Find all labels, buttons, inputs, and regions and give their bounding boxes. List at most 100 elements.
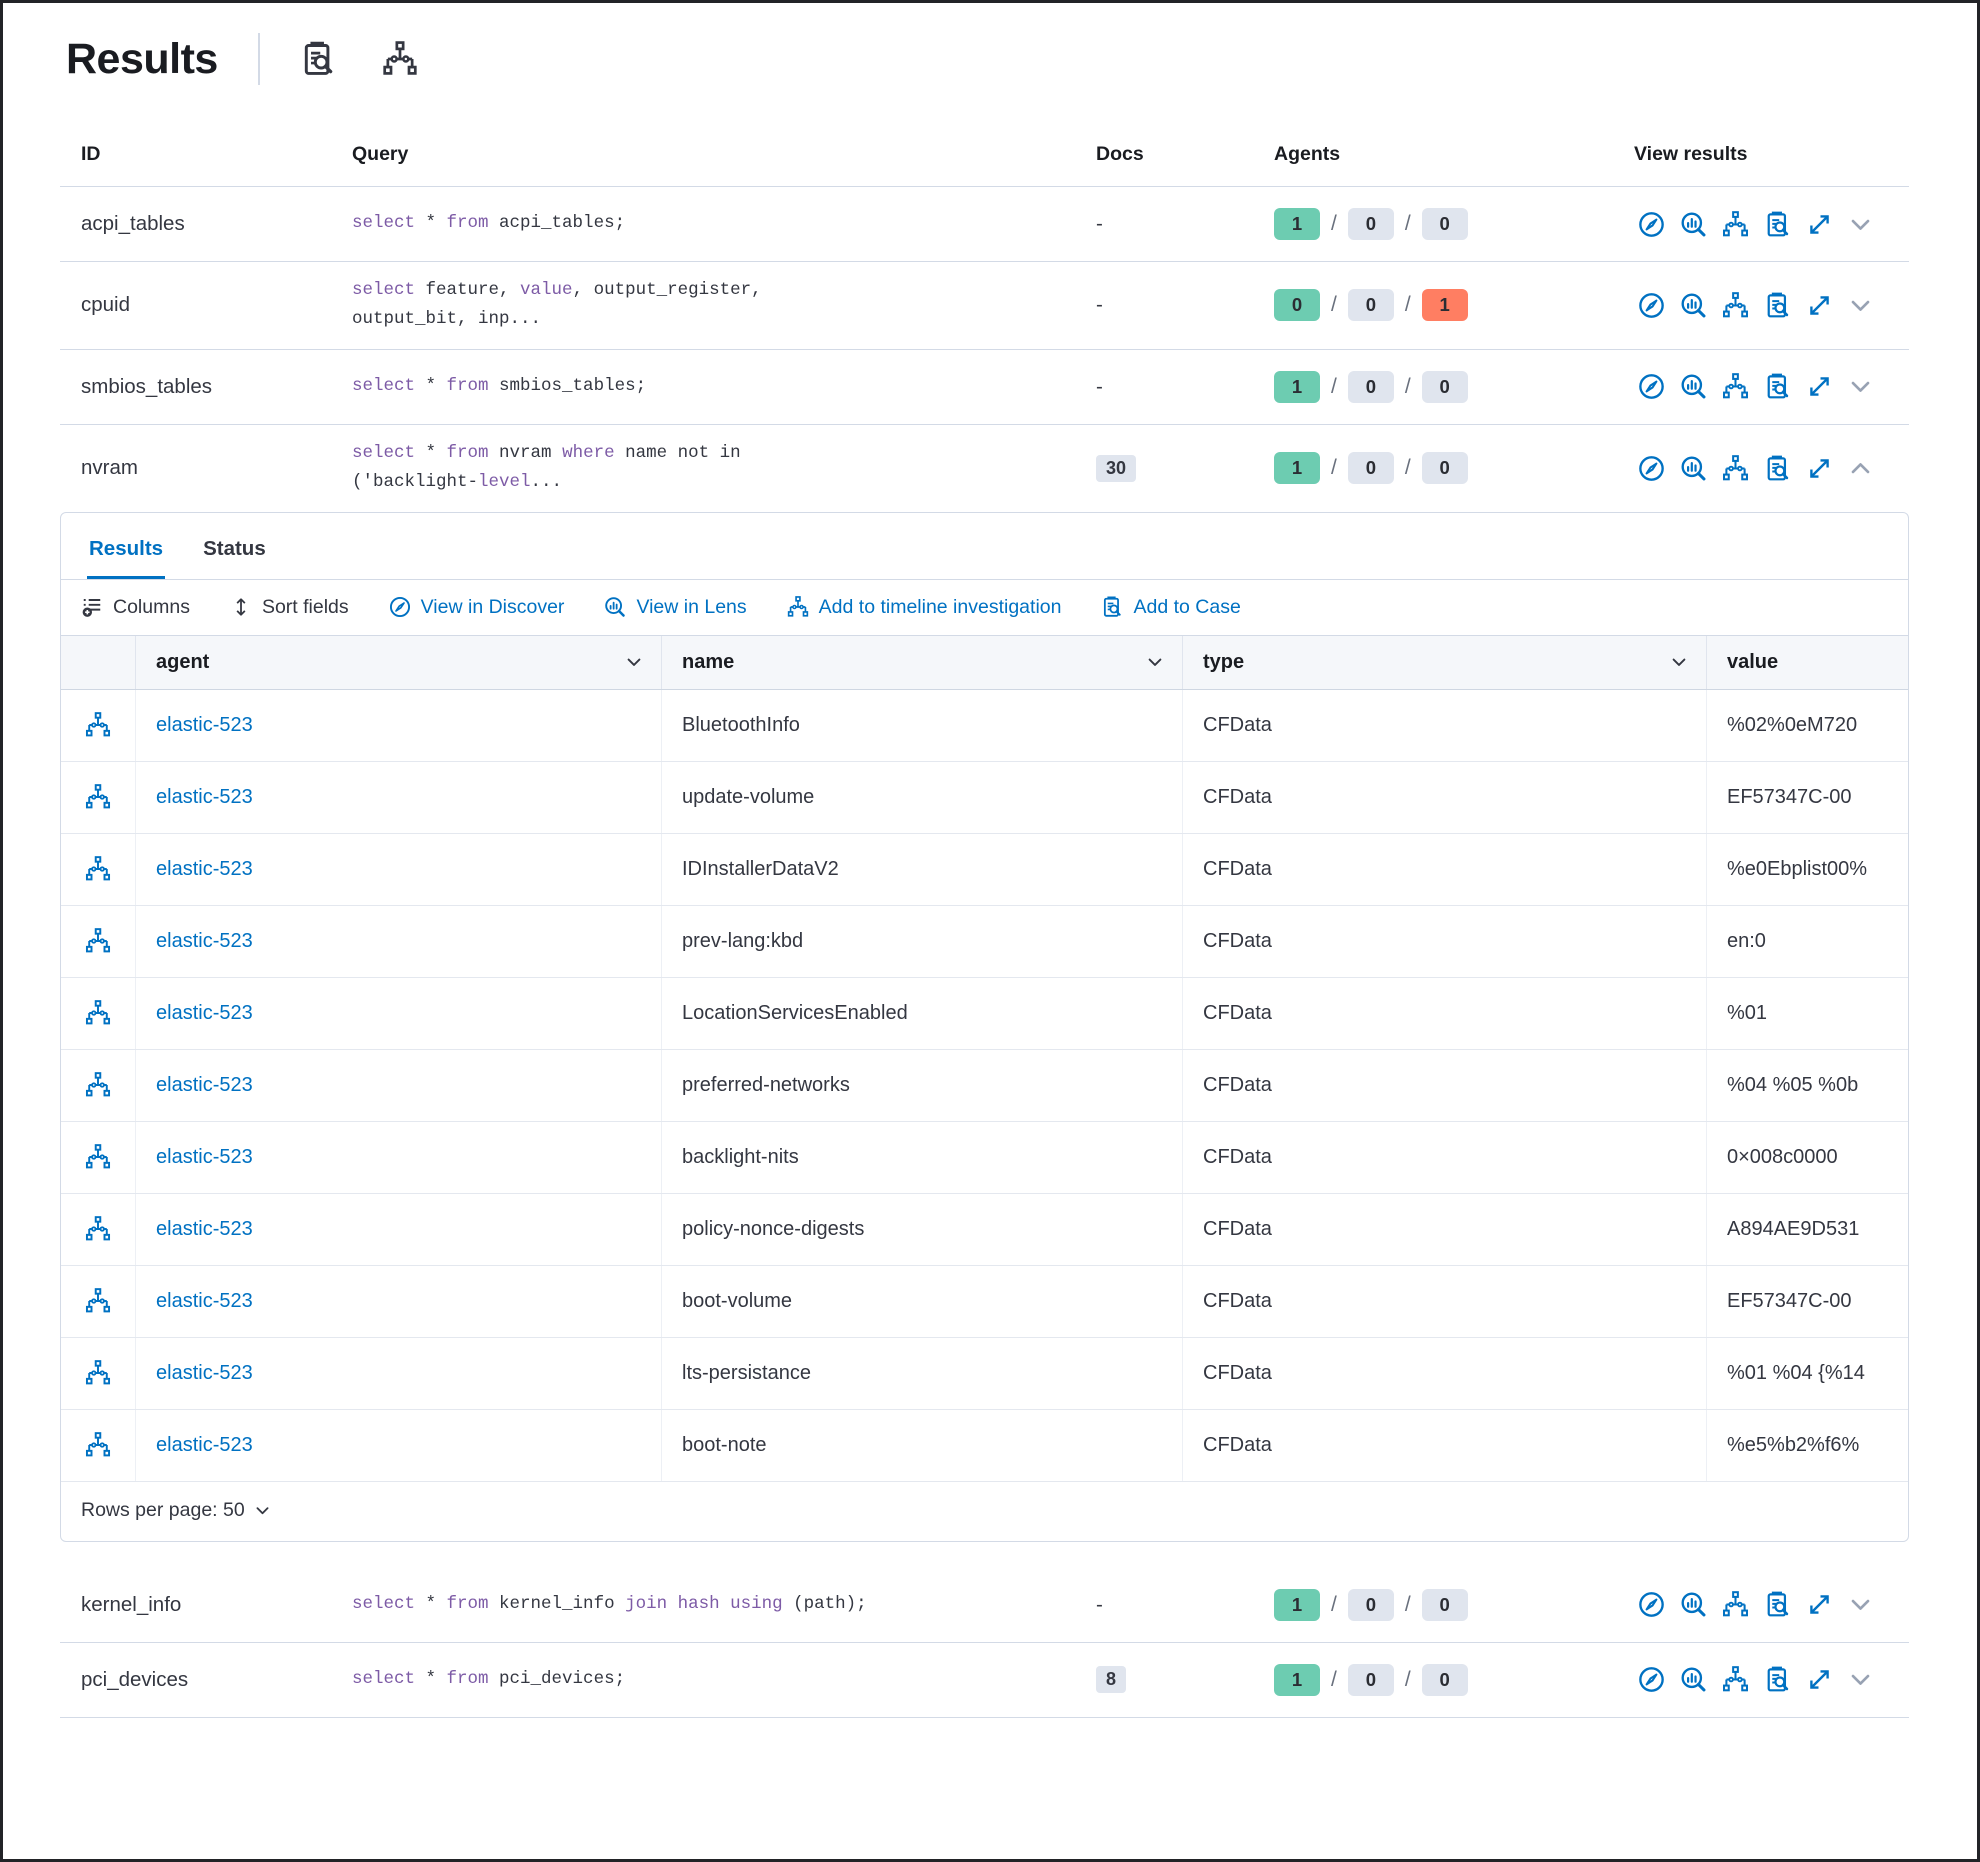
agent-link[interactable]: elastic-523 — [156, 857, 253, 880]
view-in-lens-icon[interactable] — [1680, 1591, 1707, 1618]
add-to-timeline-icon[interactable] — [1722, 455, 1749, 482]
view-in-discover-icon[interactable] — [1638, 373, 1665, 400]
add-to-timeline-icon[interactable] — [1722, 373, 1749, 400]
agent-link[interactable]: elastic-523 — [156, 1289, 253, 1312]
timeline-row-icon[interactable] — [85, 1144, 111, 1170]
expand-results-icon[interactable] — [1806, 292, 1833, 319]
type-cell: CFData — [1182, 1049, 1706, 1121]
column-sort-chevron-icon[interactable] — [1670, 653, 1688, 671]
grid-column-header-type[interactable]: type — [1182, 635, 1706, 689]
add-to-case-icon[interactable] — [1764, 1666, 1791, 1693]
view-in-lens-icon[interactable] — [1680, 1666, 1707, 1693]
add-to-timeline-icon[interactable] — [1722, 211, 1749, 238]
grid-column-label: name — [682, 650, 735, 673]
timeline-row-icon[interactable] — [85, 856, 111, 882]
value-cell: 0×008c0000 — [1706, 1121, 1908, 1193]
add-to-timeline-icon[interactable] — [1722, 1666, 1749, 1693]
toolbar-label: Sort fields — [261, 595, 349, 618]
view-in-discover-icon[interactable] — [1638, 1591, 1665, 1618]
sort-fields-button[interactable]: Sort fields — [230, 596, 349, 619]
agent-count-badge-success: 1 — [1274, 1588, 1320, 1621]
add-to-case-icon[interactable] — [1764, 292, 1791, 319]
column-sort-chevron-icon[interactable] — [1146, 653, 1164, 671]
name-cell: policy-nonce-digests — [661, 1193, 1182, 1265]
name-cell: prev-lang:kbd — [661, 905, 1182, 977]
toggle-details-chevron[interactable] — [1848, 1667, 1873, 1692]
add-to-timeline-button[interactable]: Add to timeline investigation — [787, 596, 1061, 619]
inspect-clipboard-icon[interactable] — [300, 41, 336, 77]
agent-link[interactable]: elastic-523 — [156, 1433, 253, 1456]
query-id: acpi_tables — [81, 212, 185, 235]
agent-link[interactable]: elastic-523 — [156, 1361, 253, 1384]
agent-cell: elastic-523 — [135, 905, 661, 977]
view-in-discover-icon[interactable] — [1638, 455, 1665, 482]
view-in-lens-icon[interactable] — [1680, 292, 1707, 319]
rows-per-page-chevron-icon[interactable] — [254, 1502, 271, 1519]
view-in-lens-icon[interactable] — [1680, 373, 1707, 400]
grid-column-header-agent[interactable]: agent — [135, 635, 661, 689]
query-sql: select * from acpi_tables; — [352, 195, 1076, 252]
view-in-discover-button[interactable]: View in Discover — [389, 596, 564, 619]
tab-status[interactable]: Status — [203, 536, 266, 560]
sql-text: * — [415, 213, 447, 234]
agent-count-badge-neutral: 0 — [1421, 370, 1468, 403]
docs-cell: - — [1096, 293, 1103, 317]
expand-results-icon[interactable] — [1806, 1666, 1833, 1693]
add-to-case-icon[interactable] — [1764, 455, 1791, 482]
sql-keyword: select — [352, 442, 416, 463]
agent-link[interactable]: elastic-523 — [156, 1145, 253, 1168]
agent-link[interactable]: elastic-523 — [156, 1073, 253, 1096]
timeline-row-icon[interactable] — [85, 784, 111, 810]
column-sort-chevron-icon[interactable] — [625, 653, 643, 671]
sort-icon — [230, 596, 252, 618]
agent-link[interactable]: elastic-523 — [156, 929, 253, 952]
expand-results-icon[interactable] — [1806, 211, 1833, 238]
row-actions-cell — [61, 1050, 135, 1121]
expand-results-icon[interactable] — [1806, 373, 1833, 400]
view-in-lens-icon[interactable] — [1680, 211, 1707, 238]
view-results-cell — [1614, 1666, 1909, 1693]
add-to-case-button[interactable]: Add to Case — [1101, 596, 1241, 619]
grid-column-header-value[interactable]: value — [1706, 635, 1908, 689]
add-to-case-icon[interactable] — [1764, 373, 1791, 400]
agent-link[interactable]: elastic-523 — [156, 1001, 253, 1024]
view-in-lens-button[interactable]: View in Lens — [604, 596, 747, 619]
expand-results-icon[interactable] — [1806, 1591, 1833, 1618]
view-in-lens-icon[interactable] — [1680, 455, 1707, 482]
columns-button[interactable]: Columns — [81, 596, 190, 619]
add-to-timeline-icon[interactable] — [1722, 1591, 1749, 1618]
timeline-row-icon[interactable] — [85, 928, 111, 954]
page-header: Results — [66, 33, 1909, 85]
toggle-details-chevron[interactable] — [1848, 456, 1873, 481]
agent-link[interactable]: elastic-523 — [156, 785, 253, 808]
agent-link[interactable]: elastic-523 — [156, 713, 253, 736]
add-to-case-icon[interactable] — [1764, 1591, 1791, 1618]
toggle-details-chevron[interactable] — [1848, 212, 1873, 237]
timeline-row-icon[interactable] — [85, 1288, 111, 1314]
timeline-row-icon[interactable] — [85, 1072, 111, 1098]
toggle-details-chevron[interactable] — [1848, 1592, 1873, 1617]
timeline-row-icon[interactable] — [85, 712, 111, 738]
expand-results-icon[interactable] — [1806, 455, 1833, 482]
view-in-discover-icon[interactable] — [1638, 292, 1665, 319]
agent-count-badge-neutral: 0 — [1421, 208, 1468, 240]
timeline-row-icon[interactable] — [85, 1216, 111, 1242]
toggle-details-chevron[interactable] — [1848, 374, 1873, 399]
node-tree-icon[interactable] — [382, 41, 418, 77]
sql-keyword: select — [352, 1668, 416, 1689]
add-to-case-icon[interactable] — [1764, 211, 1791, 238]
rows-per-page-button[interactable]: Rows per page: 50 — [81, 1498, 245, 1521]
page-title: Results — [66, 34, 218, 83]
sql-text: * — [415, 1668, 447, 1689]
grid-column-header-name[interactable]: name — [661, 635, 1182, 689]
toggle-details-chevron[interactable] — [1848, 293, 1873, 318]
agents-separator: / — [1404, 456, 1411, 480]
view-in-discover-icon[interactable] — [1638, 1666, 1665, 1693]
timeline-row-icon[interactable] — [85, 1000, 111, 1026]
agent-link[interactable]: elastic-523 — [156, 1217, 253, 1240]
timeline-row-icon[interactable] — [85, 1360, 111, 1386]
tab-results[interactable]: Results — [87, 513, 165, 579]
view-in-discover-icon[interactable] — [1638, 211, 1665, 238]
add-to-timeline-icon[interactable] — [1722, 292, 1749, 319]
timeline-row-icon[interactable] — [85, 1432, 111, 1458]
